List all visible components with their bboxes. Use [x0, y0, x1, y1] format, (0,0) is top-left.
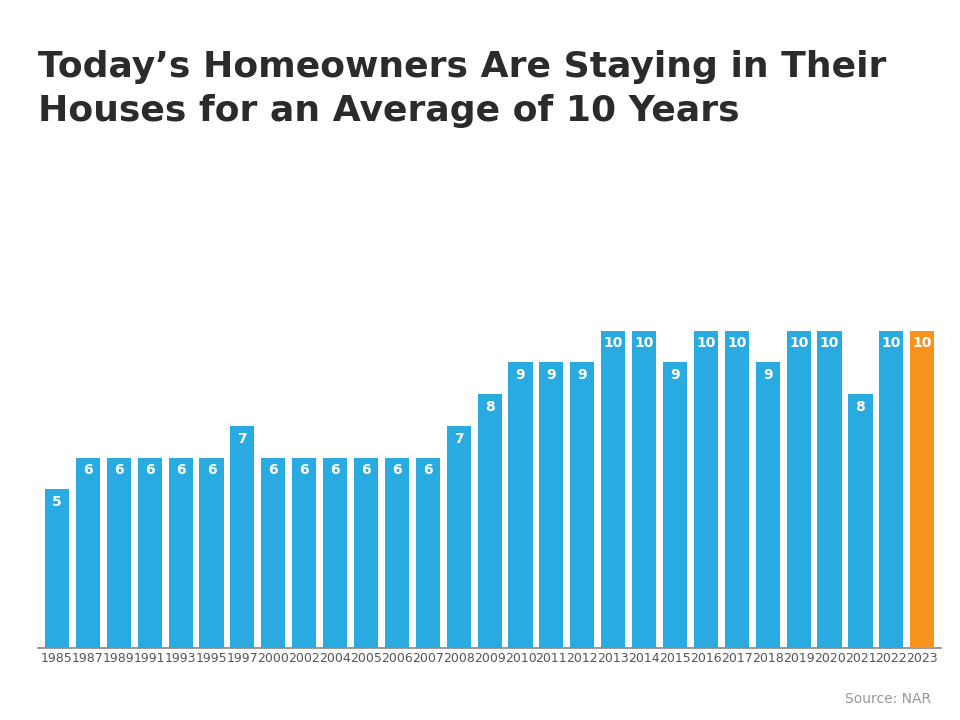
Text: 10: 10 — [696, 336, 715, 351]
Bar — [477, 394, 502, 648]
Text: 7: 7 — [454, 431, 464, 446]
Bar — [354, 458, 378, 648]
Bar — [786, 330, 810, 648]
Bar — [879, 330, 903, 648]
Text: 6: 6 — [114, 464, 124, 477]
Bar — [107, 458, 131, 648]
Text: 6: 6 — [145, 464, 155, 477]
Bar — [756, 362, 780, 648]
Text: 9: 9 — [516, 368, 525, 382]
Text: 10: 10 — [635, 336, 654, 351]
Text: 6: 6 — [269, 464, 278, 477]
Bar — [601, 330, 625, 648]
Text: 9: 9 — [670, 368, 680, 382]
Bar — [663, 362, 687, 648]
Text: 6: 6 — [300, 464, 309, 477]
Text: 8: 8 — [485, 400, 494, 414]
Bar — [323, 458, 348, 648]
Text: 10: 10 — [789, 336, 808, 351]
Bar — [137, 458, 161, 648]
Text: Today’s Homeowners Are Staying in Their
Houses for an Average of 10 Years: Today’s Homeowners Are Staying in Their … — [38, 50, 887, 128]
Bar — [230, 426, 254, 648]
Bar — [725, 330, 749, 648]
Bar — [385, 458, 409, 648]
Text: 9: 9 — [578, 368, 588, 382]
Text: 9: 9 — [546, 368, 556, 382]
Bar — [910, 330, 934, 648]
Text: Source: NAR: Source: NAR — [845, 692, 931, 706]
Bar — [694, 330, 718, 648]
Bar — [849, 394, 873, 648]
Text: 8: 8 — [855, 400, 865, 414]
Text: 6: 6 — [423, 464, 433, 477]
Text: 10: 10 — [820, 336, 839, 351]
Text: 10: 10 — [913, 336, 932, 351]
Bar — [200, 458, 224, 648]
Text: 9: 9 — [763, 368, 773, 382]
Bar — [169, 458, 193, 648]
Text: 10: 10 — [727, 336, 747, 351]
Text: 6: 6 — [83, 464, 93, 477]
Text: 6: 6 — [361, 464, 371, 477]
Bar — [509, 362, 533, 648]
Bar — [292, 458, 316, 648]
Text: 5: 5 — [52, 495, 61, 509]
Text: 7: 7 — [237, 431, 247, 446]
Text: 10: 10 — [881, 336, 901, 351]
Bar — [45, 490, 69, 648]
Text: 6: 6 — [330, 464, 340, 477]
Text: 6: 6 — [176, 464, 185, 477]
Bar — [416, 458, 440, 648]
Bar — [570, 362, 594, 648]
Bar — [446, 426, 470, 648]
Bar — [76, 458, 100, 648]
Text: 10: 10 — [604, 336, 623, 351]
Text: 6: 6 — [392, 464, 401, 477]
Bar — [261, 458, 285, 648]
Bar — [818, 330, 842, 648]
Text: 6: 6 — [206, 464, 216, 477]
Bar — [540, 362, 564, 648]
Bar — [632, 330, 657, 648]
